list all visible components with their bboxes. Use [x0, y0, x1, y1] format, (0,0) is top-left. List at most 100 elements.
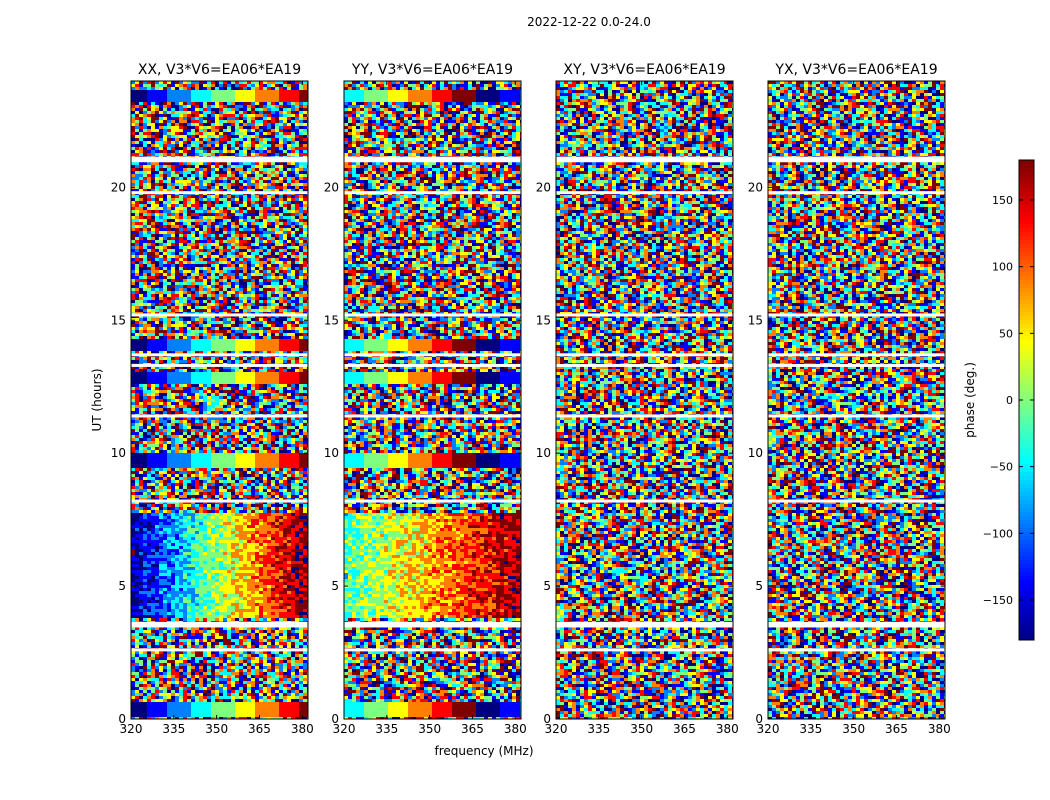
colorbar-label: phase (deg.) — [963, 362, 977, 438]
y-axis-label: UT (hours) — [90, 368, 104, 431]
heatmap-cells — [344, 81, 521, 719]
y-tick-label: 5 — [118, 579, 126, 593]
colorbar-segment — [1019, 436, 1034, 441]
colorbar-segment — [1019, 200, 1034, 205]
colorbar-segment — [1019, 424, 1034, 429]
flagged-gap — [344, 313, 521, 317]
colorbar-segment — [1019, 288, 1034, 293]
panel-1: YY, V3*V6=EA06*EA19 320 335 350 365 380 0 5 10 15… — [324, 62, 534, 758]
colorbar-segment — [1019, 212, 1034, 217]
colorbar-tick-label: 100 — [992, 261, 1013, 274]
flagged-gap — [768, 313, 945, 317]
flagged-gap — [768, 156, 945, 160]
colorbar-segment — [1019, 500, 1034, 505]
colorbar-segment — [1019, 404, 1034, 409]
colorbar-segment — [1019, 572, 1034, 577]
y-tick-label: 15 — [536, 313, 551, 327]
colorbar-segment — [1019, 188, 1034, 193]
x-tick-label: 335 — [162, 722, 185, 736]
flagged-gap — [768, 363, 945, 367]
colorbar-segment — [1019, 616, 1034, 621]
colorbar-segment — [1019, 224, 1034, 229]
y-tick-label: 5 — [331, 579, 339, 593]
colorbar-segment — [1019, 320, 1034, 325]
y-tick-label: 20 — [324, 180, 339, 194]
colorbar-segment — [1019, 608, 1034, 613]
colorbar-segment — [1019, 208, 1034, 213]
flagged-gap — [556, 499, 733, 503]
colorbar-segment — [1019, 492, 1034, 497]
colorbar-tick-label: −50 — [990, 461, 1013, 474]
colorbar-segment — [1019, 172, 1034, 177]
colorbar-segment — [1019, 388, 1034, 393]
colorbar-segment — [1019, 240, 1034, 245]
colorbar-segment — [1019, 516, 1034, 521]
colorbar-segment — [1019, 520, 1034, 525]
colorbar-segment — [1019, 216, 1034, 221]
colorbar-segment — [1019, 360, 1034, 365]
colorbar-segment — [1019, 204, 1034, 209]
flagged-gap — [131, 499, 308, 503]
colorbar-segment — [1019, 364, 1034, 369]
colorbar-segment — [1019, 496, 1034, 501]
flagged-gap — [131, 313, 308, 317]
flagged-gap — [344, 499, 521, 503]
panel-2: XY, V3*V6=EA06*EA19 320 335 350 365 380 0 5 10 15… — [536, 62, 739, 736]
flagged-gap — [556, 156, 733, 160]
x-tick-label: 365 — [673, 722, 696, 736]
colorbar-segment — [1019, 452, 1034, 457]
colorbar-tick-label: 150 — [992, 194, 1013, 207]
flagged-gap — [344, 648, 521, 652]
heatmap-cells — [768, 81, 945, 719]
colorbar-segment — [1019, 300, 1034, 305]
panel-0: XX, V3*V6=EA06*EA19 320 335 350 365 380 0 5 10 15… — [90, 62, 314, 736]
x-tick-label: 350 — [418, 722, 441, 736]
flagged-gap — [556, 648, 733, 652]
colorbar-segment — [1019, 508, 1034, 513]
colorbar-segment — [1019, 544, 1034, 549]
y-tick-label: 15 — [324, 313, 339, 327]
colorbar-segment — [1019, 332, 1034, 337]
colorbar-segment — [1019, 160, 1034, 165]
y-tick-label: 0 — [118, 712, 126, 726]
y-tick-label: 0 — [543, 712, 551, 726]
flagged-gap — [344, 414, 521, 418]
panel-frame — [130, 80, 309, 720]
colorbar-segment — [1019, 540, 1034, 545]
colorbar-segment — [1019, 168, 1034, 173]
colorbar-segment — [1019, 272, 1034, 277]
panel-3: YX, V3*V6=EA06*EA19 320 335 350 365 380 0 5 10 15… — [748, 62, 951, 736]
colorbar-segment — [1019, 456, 1034, 461]
colorbar-segment — [1019, 196, 1034, 201]
x-tick-label: 350 — [842, 722, 865, 736]
colorbar-segment — [1019, 432, 1034, 437]
colorbar-segment — [1019, 596, 1034, 601]
colorbar-segment — [1019, 192, 1034, 197]
x-tick-label: 380 — [504, 722, 527, 736]
colorbar-segment — [1019, 380, 1034, 385]
flagged-gap — [556, 313, 733, 317]
colorbar-segment — [1019, 352, 1034, 357]
flagged-gap — [556, 363, 733, 367]
colorbar-segment — [1019, 176, 1034, 181]
x-tick-label: 335 — [799, 722, 822, 736]
flagged-gap — [131, 414, 308, 418]
colorbar-segment — [1019, 420, 1034, 425]
y-tick-label: 20 — [536, 180, 551, 194]
colorbar-segment — [1019, 292, 1034, 297]
colorbar-segment — [1019, 304, 1034, 309]
colorbar-segment — [1019, 264, 1034, 269]
colorbar-segment — [1019, 556, 1034, 561]
flagged-gap — [768, 191, 945, 195]
colorbar-segment — [1019, 636, 1034, 641]
x-tick-label: 335 — [375, 722, 398, 736]
colorbar-segment — [1019, 504, 1034, 509]
panel-title: YY, V3*V6=EA06*EA19 — [351, 62, 513, 78]
colorbar-segment — [1019, 576, 1034, 581]
colorbar-segment — [1019, 236, 1034, 241]
colorbar-tick-label: 0 — [1006, 394, 1013, 407]
x-tick-label: 320 — [120, 722, 143, 736]
colorbar-segment — [1019, 316, 1034, 321]
flagged-gap — [768, 414, 945, 418]
